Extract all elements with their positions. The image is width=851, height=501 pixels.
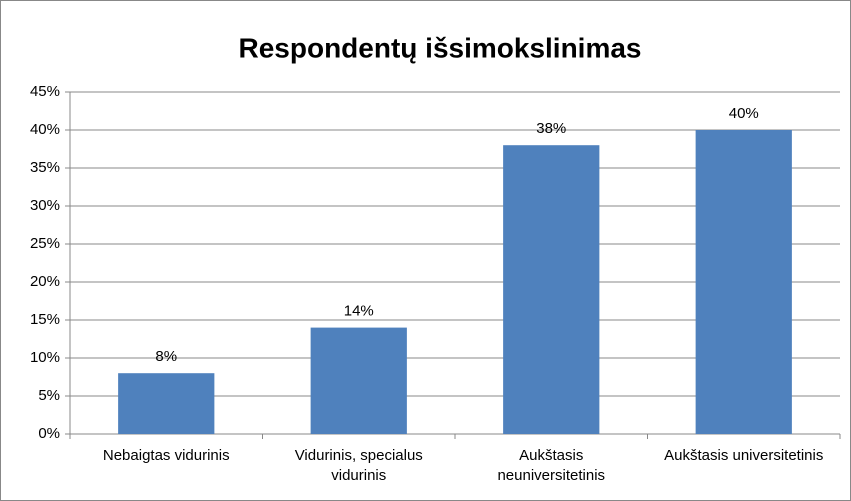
value-label: 40% [729,105,759,122]
value-label: 14% [344,303,374,320]
y-tick-label: 0% [38,425,60,442]
bar [503,145,600,434]
y-tick-label: 15% [30,311,60,328]
y-tick-label: 30% [30,197,60,214]
bar [310,327,407,434]
value-label: 38% [536,120,566,137]
bar [118,373,215,434]
x-tick-label: Aukštasis universitetinis [664,447,824,464]
x-tick-label: Aukštasis neuniversitetinis [497,447,606,484]
y-tick-label: 40% [30,121,60,138]
y-tick-label: 45% [30,83,60,100]
value-label: 8% [155,348,177,365]
y-tick-label: 5% [38,387,60,404]
x-tick-label: Vidurinis, specialus vidurinis [294,447,423,484]
y-tick-label: 35% [30,159,60,176]
y-tick-label: 20% [30,273,60,290]
y-tick-label: 10% [30,349,60,366]
chart-title: Respondentų išsimokslinimas [239,32,642,63]
bar [695,130,792,434]
x-tick-label: Nebaigtas vidurinis [102,447,230,464]
y-tick-label: 25% [30,235,60,252]
